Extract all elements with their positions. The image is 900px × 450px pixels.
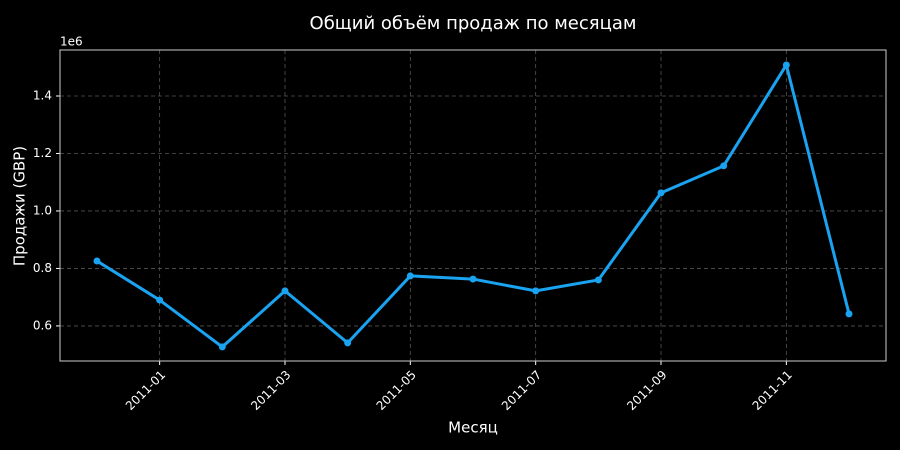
point bbox=[532, 287, 540, 295]
point bbox=[657, 189, 665, 197]
y-tick-label: 1.2 bbox=[33, 146, 52, 160]
point bbox=[156, 296, 164, 304]
point bbox=[469, 275, 477, 283]
point bbox=[594, 276, 602, 284]
y-offset-label: 1e6 bbox=[60, 35, 83, 49]
point bbox=[93, 257, 101, 265]
point bbox=[782, 61, 790, 69]
point bbox=[720, 162, 728, 170]
y-tick-label: 1.0 bbox=[33, 203, 52, 217]
point bbox=[281, 287, 289, 295]
point bbox=[344, 339, 352, 347]
point bbox=[406, 272, 414, 280]
chart-title: Общий объём продаж по месяцам bbox=[310, 13, 637, 34]
y-tick-label: 1.4 bbox=[33, 88, 52, 102]
x-axis-label: Месяц bbox=[448, 419, 498, 437]
plot-frame bbox=[59, 49, 887, 362]
y-tick-label: 0.6 bbox=[33, 318, 52, 332]
y-axis-label: Продажи (GBP) bbox=[11, 146, 29, 266]
point bbox=[218, 343, 226, 351]
point bbox=[845, 310, 853, 318]
y-tick-label: 0.8 bbox=[33, 261, 52, 275]
